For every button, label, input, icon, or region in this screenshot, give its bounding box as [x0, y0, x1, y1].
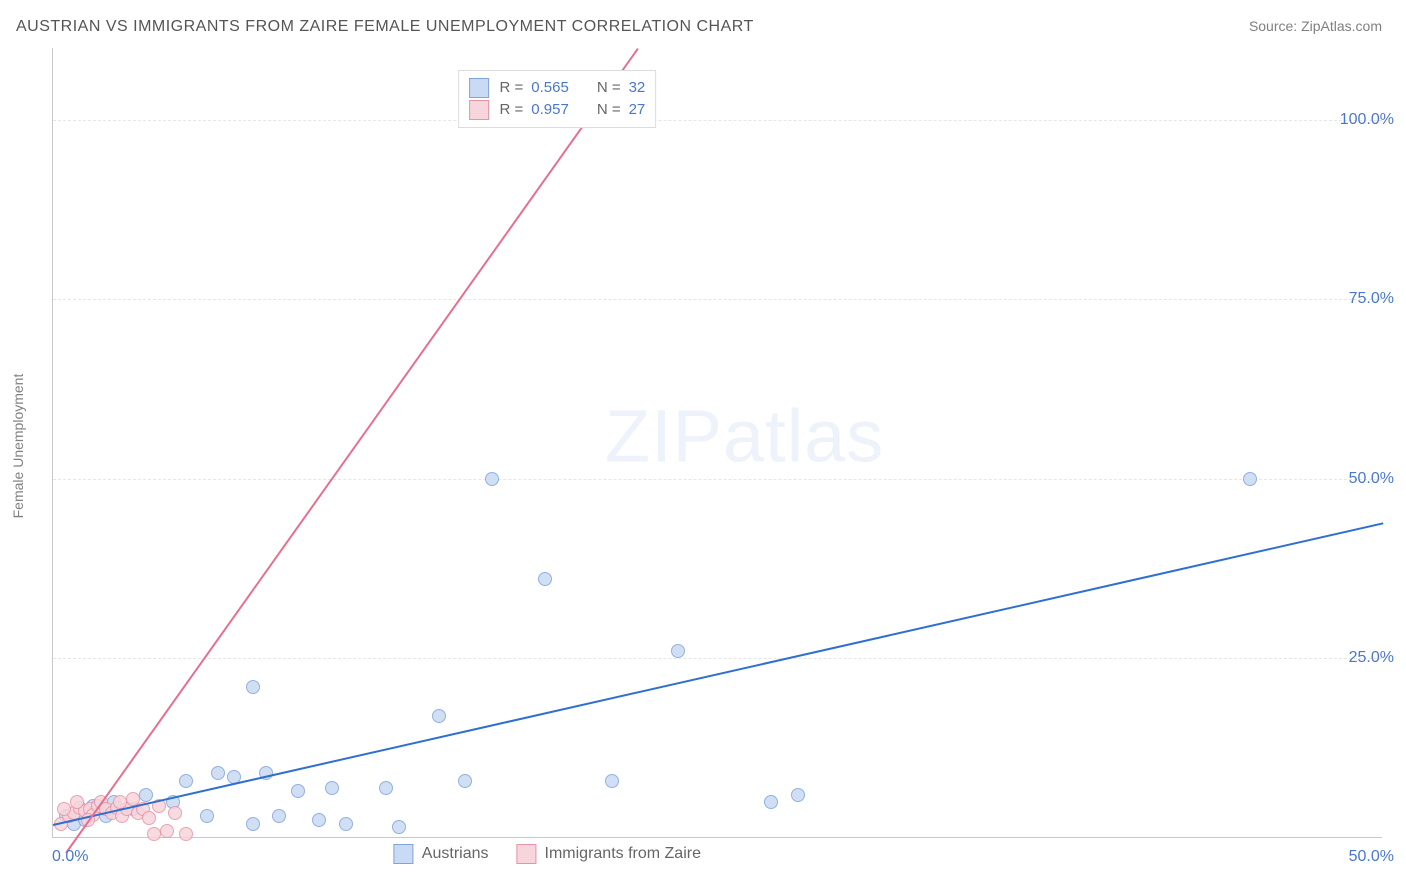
data-point-austrians: [179, 774, 193, 788]
data-point-austrians: [379, 781, 393, 795]
y-axis-label: Female Unemployment: [10, 374, 26, 519]
data-point-austrians: [671, 644, 685, 658]
data-point-zaire: [57, 802, 71, 816]
legend-n-value: 32: [629, 77, 646, 99]
data-point-austrians: [139, 788, 153, 802]
legend-r-value: 0.957: [531, 99, 569, 121]
data-point-austrians: [538, 572, 552, 586]
legend-swatch: [394, 844, 414, 864]
legend-swatch: [470, 78, 490, 98]
legend-series-austrians: Austrians: [394, 844, 489, 864]
data-point-austrians: [392, 820, 406, 834]
legend-n-value: 27: [629, 99, 646, 121]
legend-series-zaire: Immigrants from Zaire: [517, 844, 701, 864]
data-point-austrians: [325, 781, 339, 795]
data-point-austrians: [1243, 472, 1257, 486]
y-axis-tick: 75.0%: [1349, 290, 1394, 308]
y-axis-tick: 25.0%: [1349, 649, 1394, 667]
data-point-zaire: [142, 811, 156, 825]
legend-r-label: R =: [500, 77, 524, 99]
legend-swatch: [470, 100, 490, 120]
data-point-zaire: [147, 827, 161, 841]
trend-line-austrians: [53, 522, 1383, 826]
data-point-zaire: [179, 827, 193, 841]
gridline: [53, 658, 1382, 659]
data-point-austrians: [791, 788, 805, 802]
y-axis-tick: 100.0%: [1340, 111, 1394, 129]
source-attribution: Source: ZipAtlas.com: [1249, 18, 1382, 34]
watermark: ZIPatlas: [605, 393, 884, 478]
data-point-austrians: [458, 774, 472, 788]
x-axis-tick-min: 0.0%: [52, 848, 88, 866]
legend-correlation-row-zaire: R = 0.957 N = 27: [470, 99, 646, 121]
correlation-legend: R = 0.565 N = 32 R = 0.957 N = 27: [459, 70, 657, 128]
data-point-austrians: [246, 680, 260, 694]
gridline: [53, 120, 1382, 121]
chart-title: AUSTRIAN VS IMMIGRANTS FROM ZAIRE FEMALE…: [16, 18, 754, 36]
data-point-austrians: [272, 809, 286, 823]
series-legend: Austrians Immigrants from Zaire: [394, 844, 721, 864]
legend-series-label: Immigrants from Zaire: [545, 845, 701, 863]
data-point-austrians: [432, 709, 446, 723]
scatter-plot-area: ZIPatlas: [52, 48, 1382, 838]
legend-correlation-row-austrians: R = 0.565 N = 32: [470, 77, 646, 99]
watermark-part2: atlas: [723, 394, 884, 477]
data-point-austrians: [246, 817, 260, 831]
data-point-austrians: [200, 809, 214, 823]
y-axis-tick: 50.0%: [1349, 470, 1394, 488]
trend-line-zaire: [65, 48, 639, 854]
watermark-part1: ZIP: [605, 394, 723, 477]
legend-n-label: N =: [597, 77, 621, 99]
data-point-zaire: [168, 806, 182, 820]
data-point-austrians: [312, 813, 326, 827]
x-axis-tick-max: 50.0%: [1349, 848, 1394, 866]
legend-series-label: Austrians: [422, 845, 489, 863]
data-point-austrians: [605, 774, 619, 788]
legend-r-label: R =: [500, 99, 524, 121]
data-point-austrians: [339, 817, 353, 831]
data-point-austrians: [211, 766, 225, 780]
data-point-austrians: [764, 795, 778, 809]
data-point-zaire: [160, 824, 174, 838]
legend-r-value: 0.565: [531, 77, 569, 99]
data-point-zaire: [70, 795, 84, 809]
data-point-austrians: [485, 472, 499, 486]
data-point-austrians: [291, 784, 305, 798]
gridline: [53, 299, 1382, 300]
legend-n-label: N =: [597, 99, 621, 121]
legend-swatch: [517, 844, 537, 864]
gridline: [53, 479, 1382, 480]
